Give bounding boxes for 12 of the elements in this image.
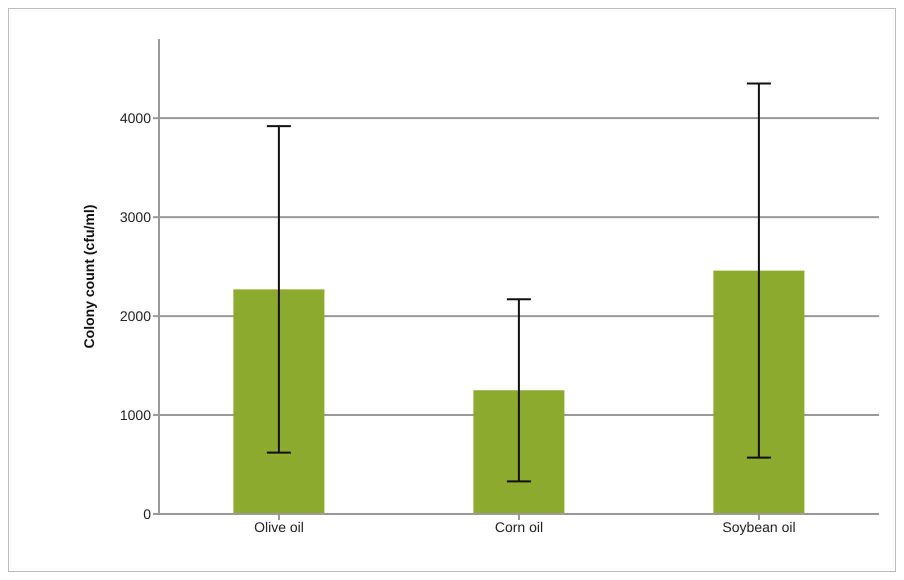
bar xyxy=(713,270,804,514)
x-tick-label: Soybean oil xyxy=(722,518,796,535)
bar xyxy=(473,390,564,514)
bar xyxy=(233,289,324,514)
x-tick-label: Olive oil xyxy=(254,518,304,535)
y-tick-label: 0 xyxy=(143,506,152,522)
y-tick-label: 3000 xyxy=(120,209,152,226)
y-tick-label: 1000 xyxy=(120,407,152,424)
y-tick-label: 2000 xyxy=(120,308,152,324)
y-tick-label: 4000 xyxy=(120,110,152,126)
x-tick-label: Corn oil xyxy=(494,518,544,535)
y-axis-title: Colony count (cfu/ml) xyxy=(80,204,97,348)
